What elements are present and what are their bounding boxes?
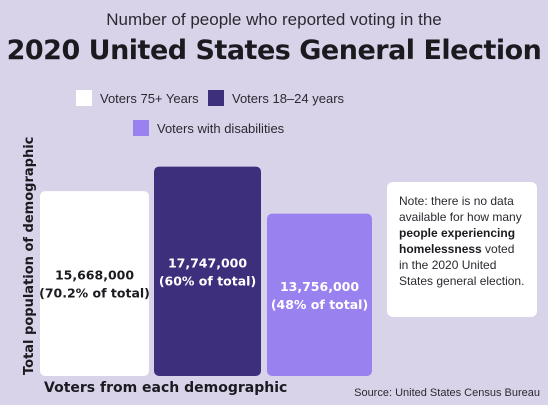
note-box: Note: there is no data available for how… <box>387 182 537 317</box>
bar-18-24 <box>154 166 261 376</box>
legend-swatch-75plus <box>76 90 92 106</box>
note-text-post: voted in the 2020 United States general … <box>399 242 525 288</box>
legend-item-18-24: Voters 18–24 years <box>208 90 344 106</box>
legend-label-18-24: Voters 18–24 years <box>232 90 345 106</box>
x-axis-title: Voters from each demographic <box>44 380 288 396</box>
bar-75plus <box>40 191 149 376</box>
bar-percent-label-75plus: (70.2% of total) <box>39 286 150 301</box>
legend-label-75plus: Voters 75+ Years <box>100 90 199 106</box>
legend-item-75plus: Voters 75+ Years <box>76 90 199 106</box>
legend-swatch-18-24 <box>208 90 224 106</box>
legend-swatch-disabilities <box>133 120 149 136</box>
legend-item-disabilities: Voters with disabilities <box>133 120 284 136</box>
chart-title-line1: Number of people who reported voting in … <box>106 10 442 29</box>
bar-value-label-18-24: 17,747,000 <box>168 255 247 270</box>
note-text-pre: Note: there is no data available for how… <box>399 194 522 224</box>
bar-disabilities <box>267 213 372 376</box>
y-axis-title: Total population of demographic <box>22 136 37 375</box>
chart-title-line2: 2020 United States General Election <box>6 35 542 66</box>
source-note: Source: United States Census Bureau <box>354 387 540 399</box>
bar-percent-label-18-24: (60% of total) <box>159 273 256 288</box>
bar-value-label-75plus: 15,668,000 <box>55 268 134 283</box>
bar-value-label-disabilities: 13,756,000 <box>280 279 359 294</box>
bar-percent-label-disabilities: (48% of total) <box>271 297 368 312</box>
legend-label-disabilities: Voters with disabilities <box>157 120 285 136</box>
note-text-bold: people experiencing homelessness <box>399 226 516 256</box>
